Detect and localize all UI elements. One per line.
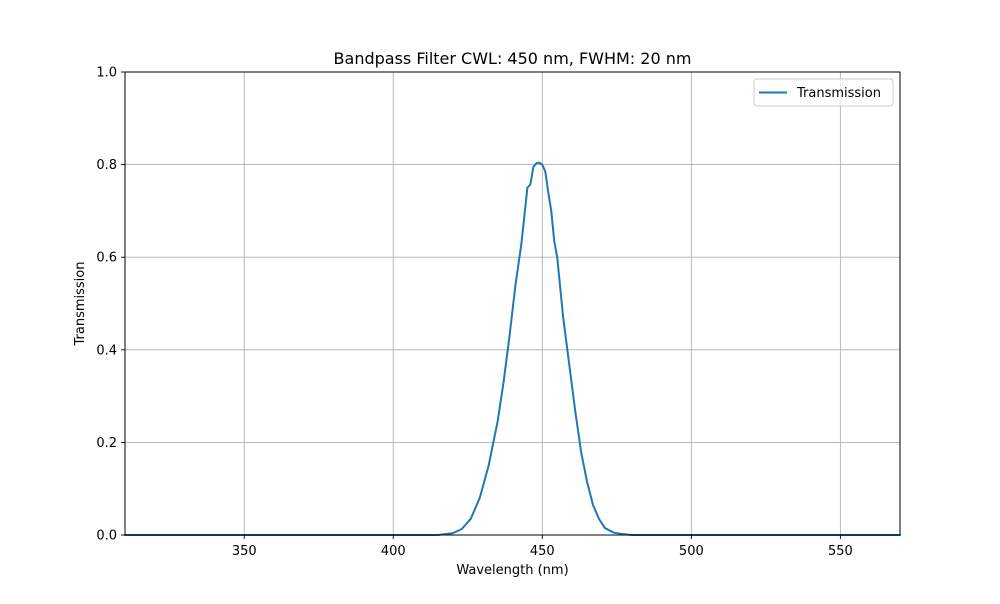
y-tick-label-1: 0.2 xyxy=(96,436,117,451)
x-tick-label-3: 500 xyxy=(679,544,704,559)
x-tick-label-4: 550 xyxy=(828,544,853,559)
x-axis-label: Wavelength (nm) xyxy=(456,563,568,578)
y-tick-label-3: 0.6 xyxy=(96,251,117,266)
chart-title: Bandpass Filter CWL: 450 nm, FWHM: 20 nm xyxy=(334,49,692,68)
legend: Transmission xyxy=(753,78,894,107)
x-tick-label-2: 450 xyxy=(530,544,555,559)
y-tick-label-5: 1.0 xyxy=(96,66,117,81)
x-tick-label-0: 350 xyxy=(232,544,257,559)
plot-frame xyxy=(124,71,901,536)
axes: 350 400 450 500 550 0.0 0.2 0.4 0.6 0.8 1.0 xyxy=(96,66,901,559)
series-layer xyxy=(124,161,901,536)
legend-box xyxy=(753,78,894,107)
y-tick-label-4: 0.8 xyxy=(96,158,117,173)
series-line-0 xyxy=(124,161,901,536)
y-tick-label-0: 0.0 xyxy=(96,529,117,544)
x-tick-label-1: 400 xyxy=(381,544,406,559)
y-axis-label: Transmission xyxy=(73,262,88,347)
legend-label-0: Transmission xyxy=(796,86,881,101)
y-tick-label-2: 0.4 xyxy=(96,343,117,358)
